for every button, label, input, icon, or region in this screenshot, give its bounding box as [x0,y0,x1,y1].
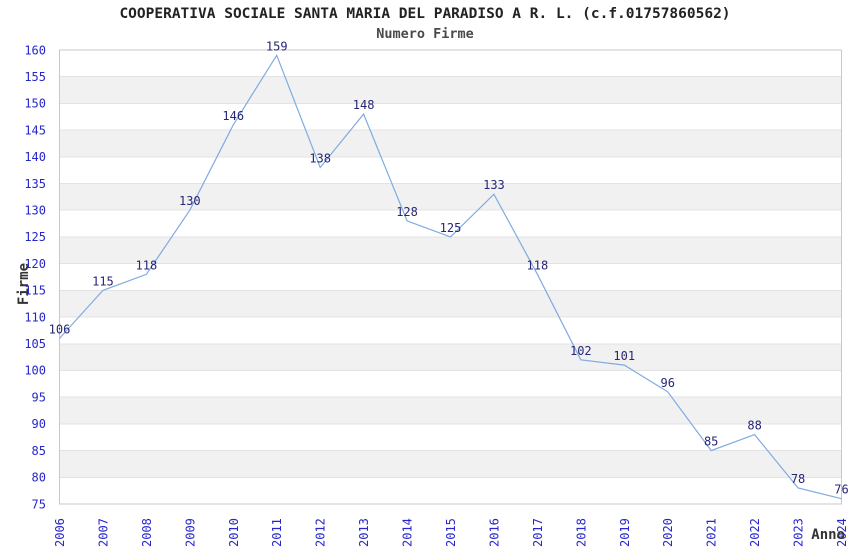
x-tick-label: 2021 [705,518,719,547]
x-tick-label: 2024 [835,518,849,547]
data-point-label: 88 [747,419,761,433]
x-tick-label: 2018 [574,518,588,547]
data-point-label: 118 [527,258,549,272]
grid-band [59,397,842,424]
y-tick-label: 125 [24,230,46,244]
grid-band [59,183,842,211]
x-tick-label: 2012 [314,518,328,547]
data-point-label: 128 [396,205,418,219]
grid-band [59,236,842,264]
data-point-label: 130 [179,194,201,208]
y-tick-label: 85 [32,444,46,458]
chart-subtitle: Numero Firme [376,26,474,42]
grid-band [59,290,842,318]
y-tick-label: 135 [24,177,46,191]
y-tick-label: 145 [24,123,46,137]
y-tick-label: 80 [32,471,46,485]
x-tick-label: 2010 [227,518,241,547]
chart-title: COOPERATIVA SOCIALE SANTA MARIA DEL PARA… [119,6,731,22]
x-tick-label: 2020 [661,518,675,547]
x-tick-label: 2008 [140,518,154,547]
data-point-label: 138 [309,152,331,166]
x-tick-label: 2022 [748,518,762,547]
y-tick-label: 90 [32,417,46,431]
y-tick-label: 120 [24,257,46,271]
x-tick-label: 2017 [531,518,545,547]
x-tick-label: 2009 [183,518,197,547]
data-point-label: 76 [834,483,848,497]
y-tick-label: 105 [24,337,46,351]
data-point-label: 101 [613,349,635,363]
y-tick-label: 160 [24,43,46,57]
x-tick-label: 2006 [53,518,67,547]
x-tick-label: 2015 [444,518,458,547]
y-axis-title: Firme [16,262,32,306]
y-tick-label: 110 [24,310,46,324]
grid-band [59,130,842,157]
x-tick-label: 2011 [270,518,284,547]
x-tick-label: 2019 [618,518,632,547]
y-tick-label: 150 [24,97,46,111]
firme-line-series [59,53,842,500]
data-point-label: 159 [266,39,288,53]
data-point-label: 106 [49,322,71,336]
x-tick-label: 2016 [487,518,501,547]
x-tick-label: 2023 [792,518,806,547]
data-point-label: 85 [704,435,718,449]
y-tick-label: 75 [32,497,46,511]
plot-border [59,49,842,505]
data-point-label: 146 [222,109,244,123]
data-point-label: 118 [136,258,158,272]
x-axis-title: Anno [811,527,845,543]
y-tick-label: 95 [32,390,46,404]
y-tick-label: 130 [24,203,46,217]
grid-band [59,450,842,478]
data-point-label: 78 [791,472,805,486]
y-tick-label: 155 [24,70,46,84]
data-point-label: 102 [570,344,592,358]
grid-band [59,76,842,104]
y-tick-label: 140 [24,150,46,164]
data-point-label: 133 [483,178,505,192]
x-tick-label: 2013 [357,518,371,547]
data-point-label: 125 [440,221,462,235]
x-tick-label: 2007 [96,518,110,547]
data-point-label: 96 [660,376,674,390]
grid-band [59,343,842,371]
data-point-label: 115 [92,274,114,288]
x-tick-label: 2014 [401,518,415,547]
data-point-label: 148 [353,98,375,112]
y-tick-label: 100 [24,364,46,378]
y-tick-label: 115 [24,284,46,298]
